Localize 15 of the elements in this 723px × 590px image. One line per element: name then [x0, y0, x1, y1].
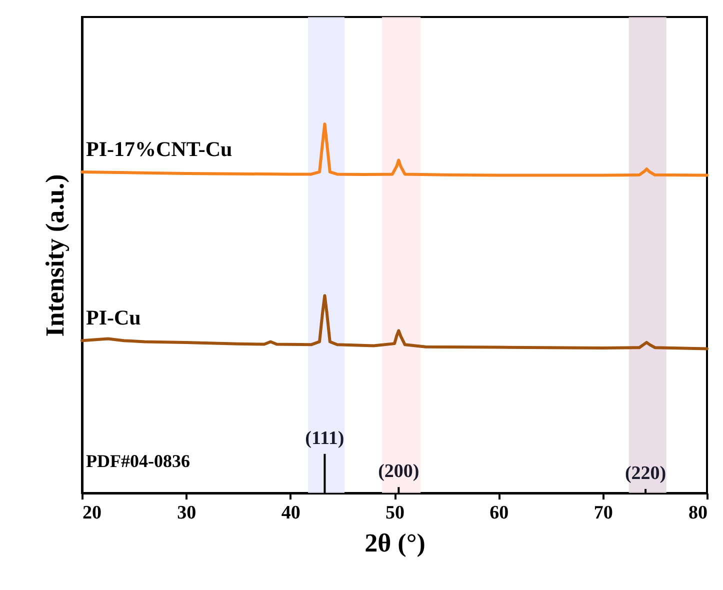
x-tick-label: 60	[490, 502, 509, 524]
annotation: (200)	[378, 461, 420, 482]
y-axis-title: Intensity (a.u.)	[40, 174, 70, 337]
annotation: PDF#04-0836	[86, 451, 190, 471]
series-label: PI-17%CNT-Cu	[86, 136, 233, 161]
x-tick-label: 20	[82, 502, 102, 524]
x-tick-label: 50	[386, 502, 404, 524]
x-tick-label: 70	[594, 502, 613, 524]
x-tick-label: 40	[281, 502, 300, 524]
series-label: PI-Cu	[86, 306, 142, 330]
x-axis-title: 2θ (°)	[364, 528, 426, 558]
annotation: (220)	[624, 462, 666, 484]
x-tick-label: 30	[177, 502, 196, 524]
x-tick-label: 80	[688, 502, 708, 524]
annotation: (111)	[305, 428, 344, 449]
